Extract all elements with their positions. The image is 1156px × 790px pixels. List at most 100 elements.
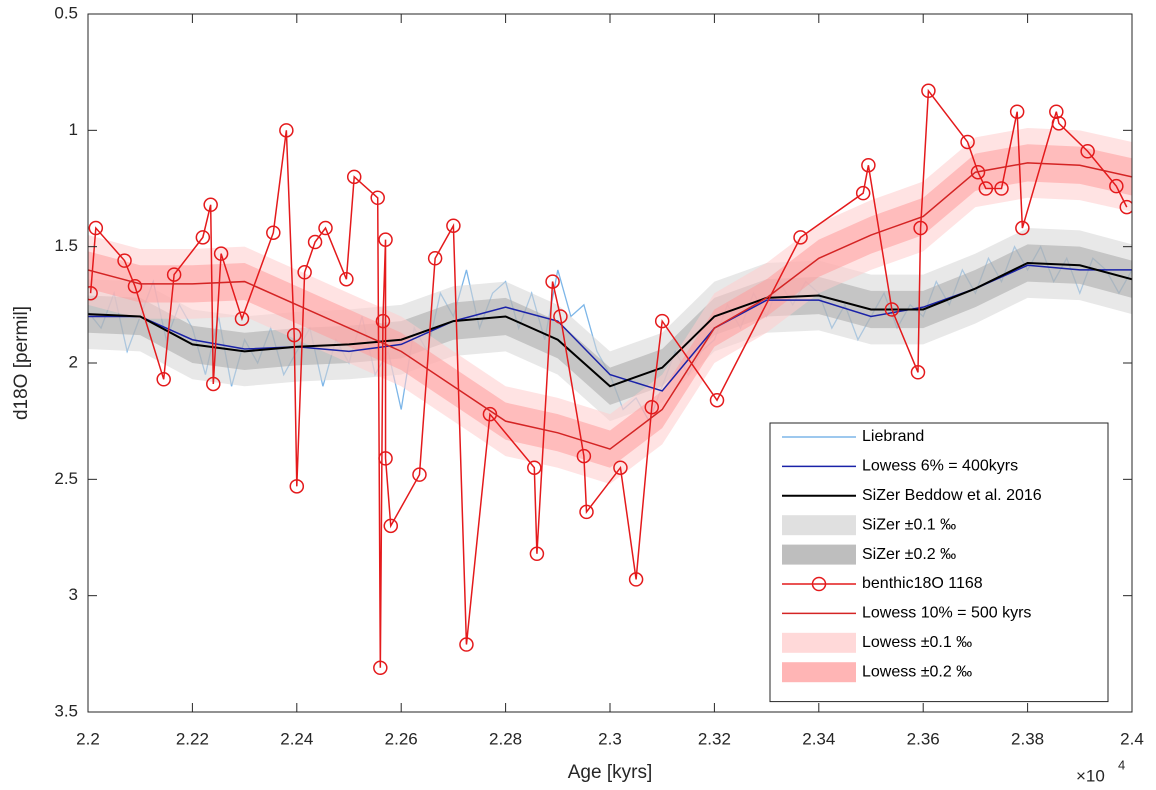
y-tick-label: 1.5 [54, 236, 78, 255]
marker [884, 302, 900, 317]
marker [1080, 144, 1095, 159]
marker [88, 220, 104, 236]
legend-swatch [782, 515, 856, 536]
marker [994, 181, 1009, 196]
x-axis-label: Age [kyrs] [568, 762, 652, 783]
marker [234, 311, 250, 327]
x-tick-label: 2.2 [76, 729, 100, 748]
marker [855, 185, 871, 201]
marker [346, 169, 362, 185]
x-multiplier: ×10 [1076, 766, 1105, 785]
marker [910, 365, 926, 380]
marker [527, 460, 542, 475]
legend-label: Lowess ±0.2 ‰ [862, 663, 972, 680]
band [88, 144, 1132, 468]
marker [793, 230, 808, 245]
axes: 2.2 2.22 2.24 2.26 2.28 2.3 2.32 2.34 2.36 2.38 2.… [54, 3, 1143, 748]
marker [213, 246, 229, 261]
x-tick-label: 2.24 [280, 729, 313, 748]
marker [654, 313, 670, 329]
legend-swatch [782, 632, 856, 653]
legend-label: benthic18O 1168 [862, 575, 983, 592]
legend: Liebrand Lowess 6% = 400kyrs SiZer Beddow … [769, 422, 1109, 703]
marker [446, 218, 461, 233]
marker [1049, 104, 1064, 119]
x-multiplier-power: 4 [1118, 757, 1125, 772]
marker [373, 660, 388, 676]
y-tick-label: 1 [69, 120, 78, 139]
marker [427, 251, 443, 266]
y-tick-label: 3.5 [54, 701, 78, 720]
legend-marker [811, 576, 827, 592]
y-tick-label: 0.5 [54, 3, 78, 22]
marker [378, 451, 393, 466]
marker [545, 274, 560, 289]
marker [297, 265, 312, 280]
legend-label: SiZer ±0.1 ‰ [862, 516, 956, 533]
marker [553, 309, 568, 324]
y-axis-label: d18O [permil] [11, 306, 32, 420]
marker [279, 123, 294, 138]
marker [156, 372, 171, 387]
y-tick-label: 2 [69, 352, 78, 371]
marker [166, 267, 182, 282]
x-tick-label: 2.38 [1011, 729, 1044, 748]
legend-label: SiZer Beddow et al. 2016 [862, 487, 1042, 504]
x-tick-label: 2.3 [598, 729, 622, 748]
marker [88, 285, 98, 301]
x-tick-label: 2.22 [176, 729, 209, 748]
x-tick-label: 2.32 [698, 729, 731, 748]
marker [1119, 199, 1132, 215]
x-tick-label: 2.28 [489, 729, 522, 748]
marker [375, 313, 391, 329]
data-line [89, 88, 1128, 668]
marker [378, 232, 393, 247]
marker [913, 220, 928, 236]
marker [195, 230, 211, 245]
marker [1051, 116, 1067, 131]
legend-label: Lowess ±0.1 ‰ [862, 634, 972, 651]
y-tick-label: 3 [69, 585, 78, 604]
marker [1109, 178, 1124, 194]
marker [289, 479, 305, 494]
y-tick-label: 2.5 [54, 469, 78, 488]
x-tick-label: 2.4 [1120, 729, 1144, 748]
marker [206, 376, 221, 392]
x-tick-label: 2.26 [385, 729, 418, 748]
marker [117, 253, 132, 268]
marker [960, 134, 975, 150]
legend-swatch [782, 544, 856, 565]
legend-label: Lowess 10% = 500 kyrs [862, 605, 1031, 622]
x-tick-label: 2.36 [907, 729, 940, 748]
marker [370, 190, 385, 206]
marker [978, 181, 994, 196]
legend-swatch [782, 662, 856, 683]
band [88, 228, 1132, 422]
legend-label: SiZer ±0.2 ‰ [862, 546, 956, 563]
marker [970, 164, 986, 180]
marker [529, 546, 545, 562]
marker [127, 278, 143, 294]
marker [576, 448, 592, 464]
legend-label: Lowess 6% = 400kyrs [862, 458, 1018, 475]
marker [644, 399, 660, 415]
marker [709, 392, 725, 408]
line [88, 261, 1132, 388]
marker [203, 197, 218, 213]
marker [628, 572, 644, 587]
marker [266, 225, 281, 240]
marker [579, 504, 594, 520]
band [88, 244, 1132, 405]
marker [1015, 220, 1030, 236]
marker [921, 83, 936, 99]
marker [459, 637, 474, 652]
marker [339, 271, 354, 287]
line [88, 162, 1132, 450]
marker [861, 157, 876, 173]
marker [383, 518, 399, 534]
marker [318, 220, 333, 236]
plot-layer [88, 83, 1132, 676]
marker [1009, 104, 1025, 119]
x-tick-label: 2.34 [802, 729, 835, 748]
